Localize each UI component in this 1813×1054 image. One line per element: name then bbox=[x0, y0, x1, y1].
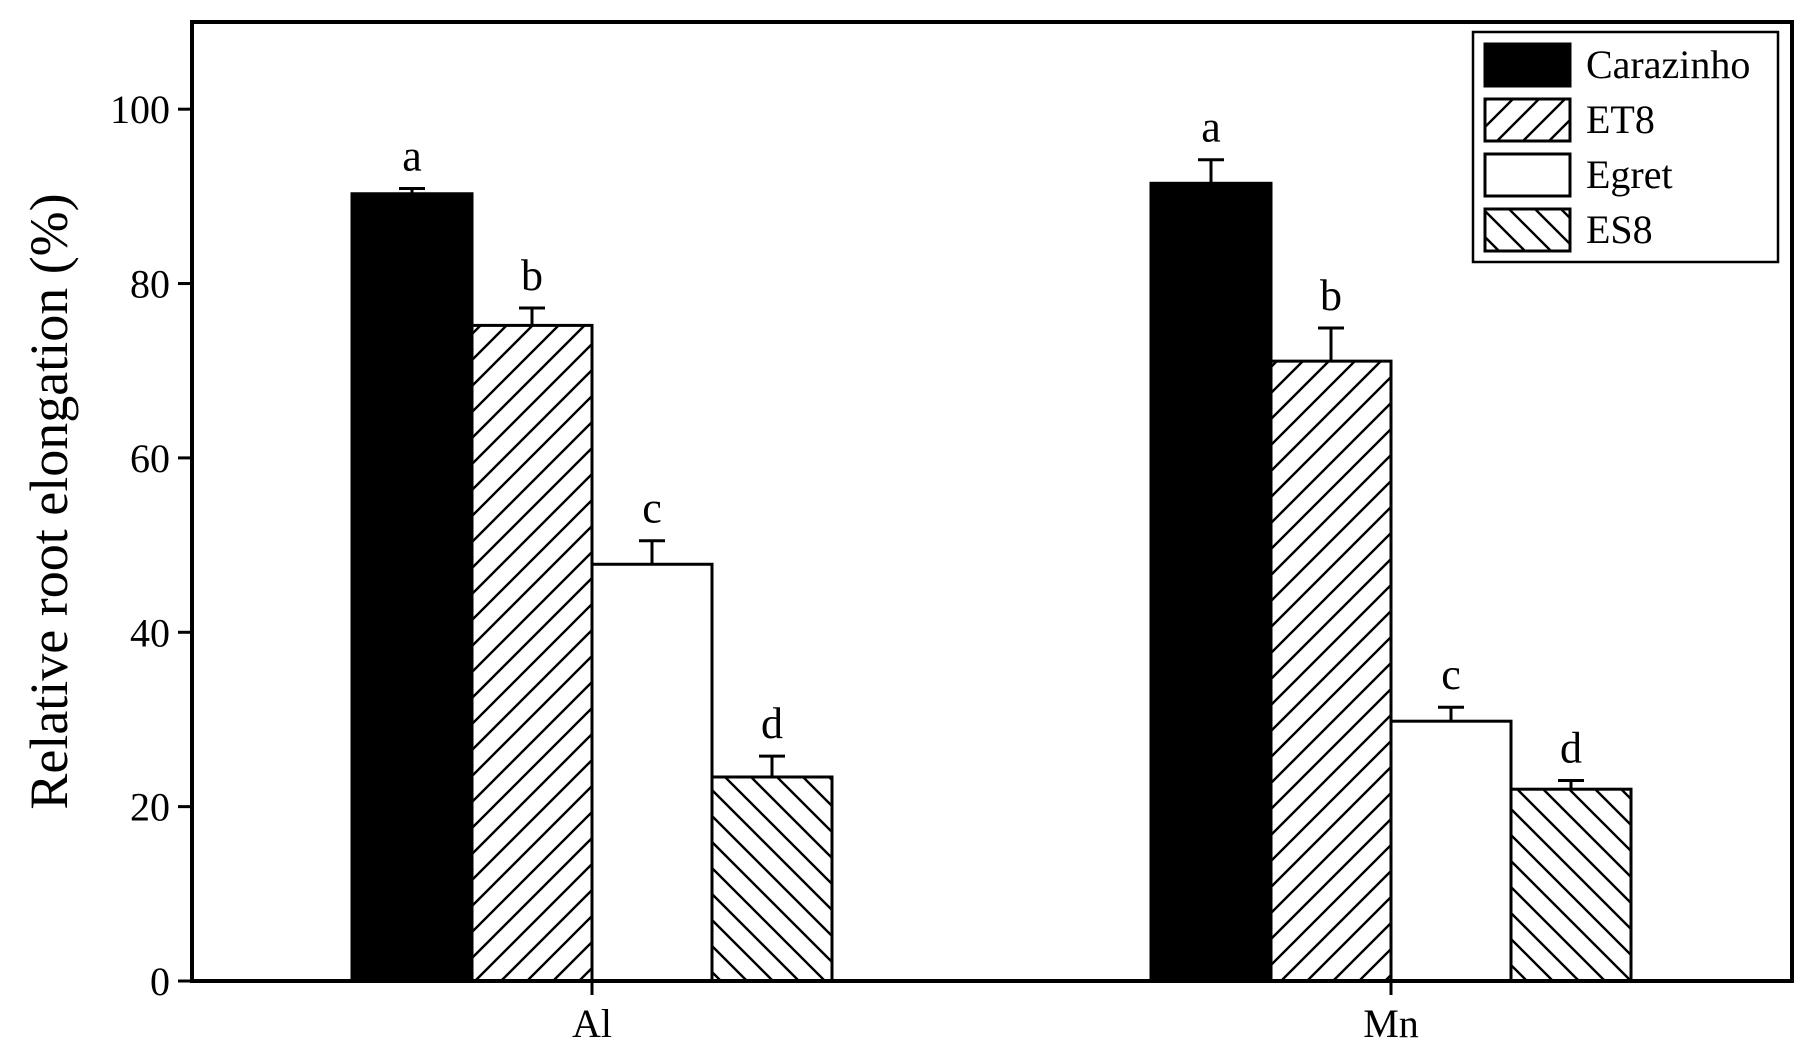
error-bar bbox=[519, 306, 545, 326]
bar bbox=[350, 192, 474, 983]
significance-letter: d bbox=[761, 699, 783, 748]
significance-letter: c bbox=[642, 484, 662, 533]
x-axis: Al Mn bbox=[572, 981, 1419, 1046]
legend-swatch bbox=[1483, 97, 1572, 143]
error-bar bbox=[1198, 158, 1224, 184]
legend-items: Carazinho ET8 Egret ES8 bbox=[1483, 42, 1750, 253]
significance-letter: b bbox=[521, 251, 543, 300]
significance-letter: d bbox=[1560, 723, 1582, 772]
legend-label: ES8 bbox=[1586, 207, 1653, 252]
y-tick-label: 80 bbox=[130, 262, 170, 307]
y-tick-label: 40 bbox=[130, 610, 170, 655]
error-bar bbox=[1438, 705, 1464, 722]
y-axis: 0 20 40 60 80 100 bbox=[110, 87, 192, 1004]
bar bbox=[1389, 719, 1513, 983]
error-bar bbox=[639, 539, 665, 565]
error-bars-layer bbox=[399, 158, 1584, 790]
bar bbox=[470, 323, 594, 983]
legend-item: ES8 bbox=[1483, 207, 1653, 253]
bar bbox=[1149, 181, 1273, 983]
bar bbox=[590, 562, 714, 983]
y-tick-label: 100 bbox=[110, 87, 170, 132]
bars-layer bbox=[350, 181, 1633, 983]
legend-swatch bbox=[1483, 152, 1572, 198]
significance-letter: a bbox=[1201, 103, 1221, 152]
legend-item: Carazinho bbox=[1483, 42, 1750, 88]
y-tick-label: 60 bbox=[130, 436, 170, 481]
legend-swatch bbox=[1483, 207, 1572, 253]
bar bbox=[1269, 359, 1393, 983]
error-bar bbox=[1558, 778, 1584, 790]
plot-area-frame bbox=[190, 20, 1794, 983]
error-bar bbox=[1318, 326, 1344, 362]
y-tick-label: 0 bbox=[150, 959, 170, 1004]
significance-letter: c bbox=[1441, 650, 1461, 699]
x-tick-label: Mn bbox=[1363, 1001, 1419, 1046]
legend-label: Egret bbox=[1586, 152, 1673, 197]
legend-item: Egret bbox=[1483, 152, 1673, 198]
significance-letters-layer: a b c d a b c d bbox=[402, 103, 1582, 773]
error-bar bbox=[759, 754, 785, 777]
legend-label: ET8 bbox=[1586, 97, 1655, 142]
bar bbox=[1509, 787, 1633, 983]
y-axis-title: Relative root elongation (%) bbox=[19, 193, 79, 809]
legend-swatch bbox=[1483, 42, 1572, 88]
legend: Carazinho ET8 Egret ES8 bbox=[1471, 30, 1780, 264]
x-tick-label: Al bbox=[572, 1001, 612, 1046]
bar bbox=[710, 775, 834, 983]
significance-letter: b bbox=[1320, 271, 1342, 320]
y-tick-label: 20 bbox=[130, 785, 170, 830]
significance-letter: a bbox=[402, 132, 422, 181]
legend-label: Carazinho bbox=[1586, 42, 1750, 87]
error-bar bbox=[399, 187, 425, 194]
legend-item: ET8 bbox=[1483, 97, 1655, 143]
